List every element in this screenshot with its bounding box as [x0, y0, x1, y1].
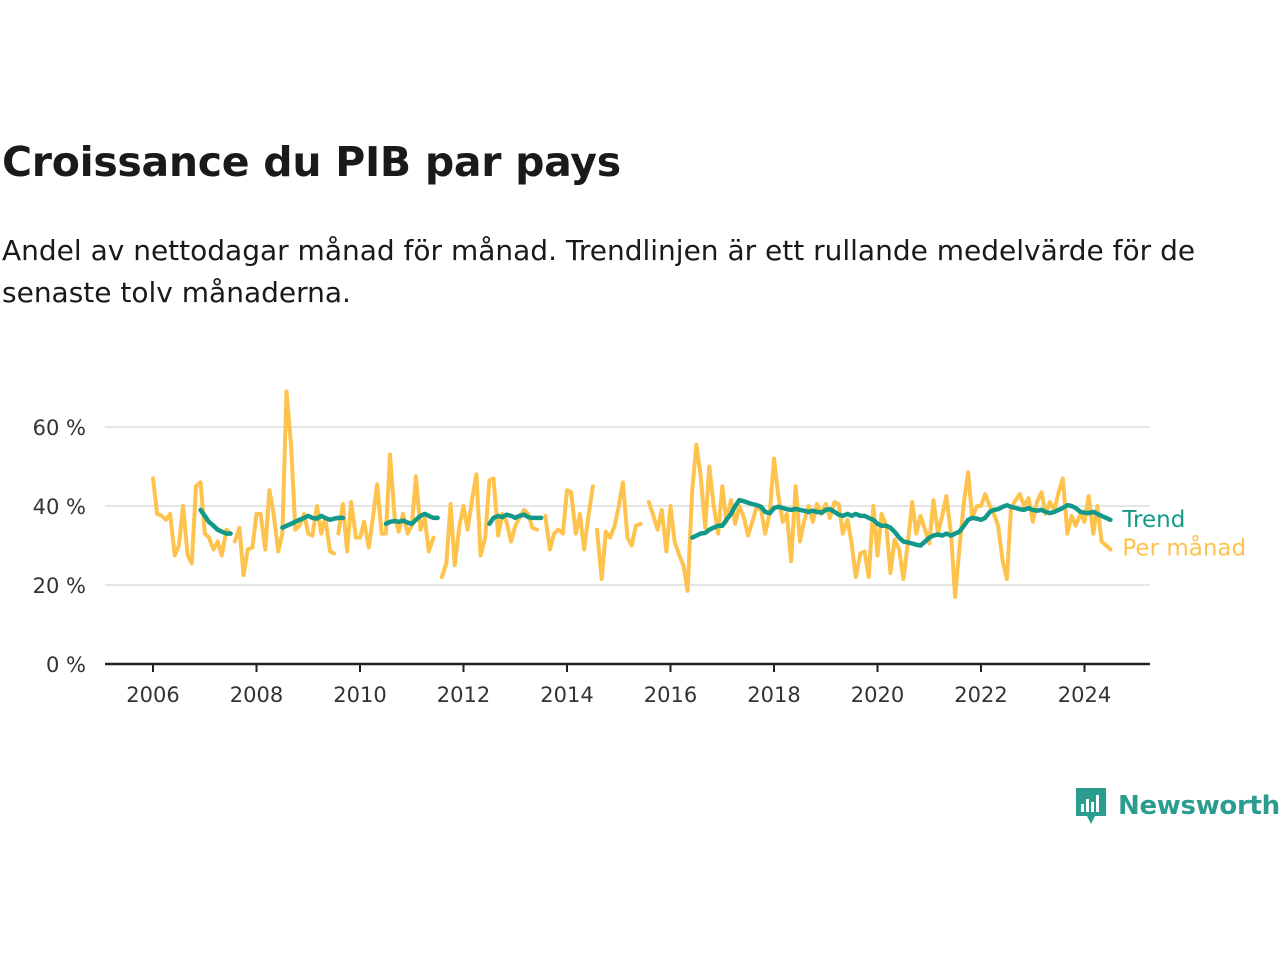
trend-line [383, 511, 440, 527]
x-tick-label: 2018 [747, 683, 800, 707]
x-tick-label: 2014 [540, 683, 593, 707]
x-tick-label: 2008 [230, 683, 283, 707]
legend-trend-label: Trend [1121, 507, 1185, 533]
x-tick-label: 2022 [954, 683, 1007, 707]
y-tick-label: 60 % [33, 416, 86, 440]
trend-line [689, 497, 1113, 548]
monthly-series [151, 389, 1113, 599]
trend-line [280, 513, 346, 530]
monthly-line [646, 442, 1113, 599]
monthly-line [336, 452, 436, 554]
y-tick-label: 20 % [33, 574, 86, 598]
x-tick-label: 2012 [437, 683, 490, 707]
series [151, 389, 1113, 599]
legend: Trend Per månad [1121, 507, 1246, 562]
y-axis: 0 % 20 % 40 % 60 % [33, 416, 86, 677]
brand-logo: Newsworthy [1074, 786, 1280, 826]
brand-name: Newsworthy [1118, 791, 1280, 821]
trend-line [198, 507, 233, 536]
x-tick-label: 2024 [1058, 683, 1111, 707]
legend-monthly-label: Per månad [1122, 533, 1246, 561]
y-tick-label: 0 % [46, 653, 86, 677]
monthly-line [232, 389, 337, 578]
x-tick-label: 2006 [126, 683, 179, 707]
chart-title: Croissance du PIB par pays [2, 138, 621, 186]
trend-series [198, 497, 1113, 548]
chart-subtitle: Andel av nettodagar månad för månad. Tre… [2, 234, 1196, 309]
trend-line [487, 512, 544, 527]
newsworthy-logo-icon [1076, 788, 1106, 824]
y-tick-label: 40 % [33, 495, 86, 519]
x-tick-label: 2016 [644, 683, 697, 707]
x-axis: 2006 2008 2010 2012 2014 2016 2018 2020 2022 2024 [105, 662, 1150, 707]
monthly-line [595, 480, 643, 582]
x-tick-label: 2020 [851, 683, 904, 707]
monthly-line [543, 484, 595, 552]
gridlines [105, 426, 1150, 586]
x-tick-label: 2010 [333, 683, 386, 707]
monthly-line [151, 476, 233, 566]
